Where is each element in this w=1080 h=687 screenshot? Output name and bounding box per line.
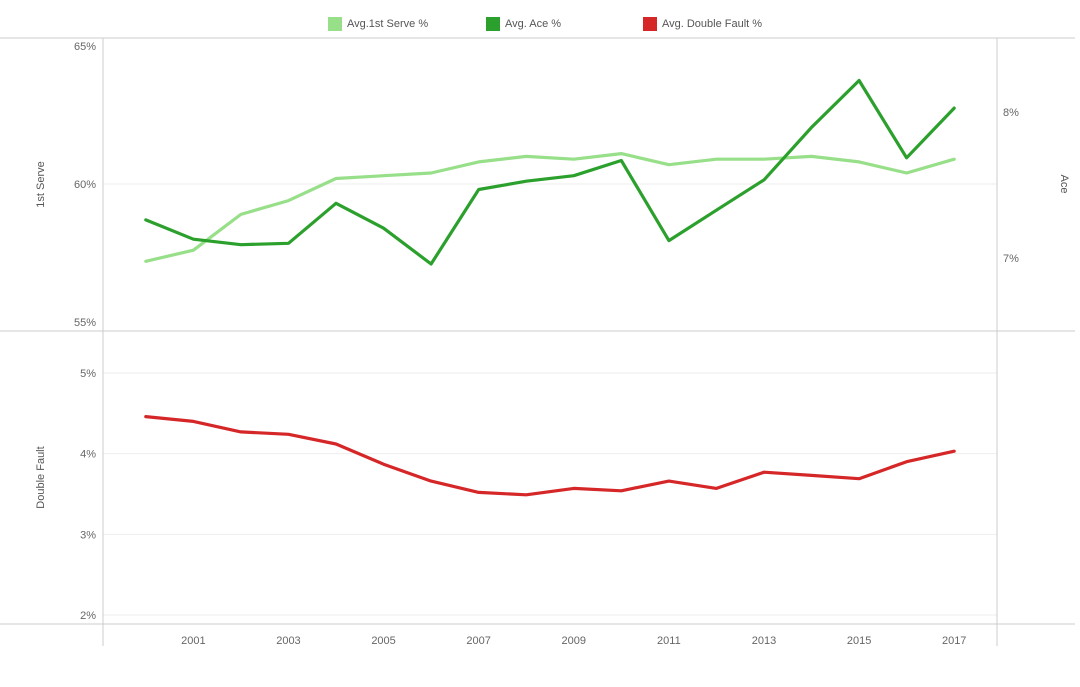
y-axis-title: 1st Serve (35, 161, 47, 207)
y-tick-label: 5% (80, 368, 96, 380)
y-tick-label: 3% (80, 529, 96, 541)
legend-label-ace: Avg. Ace % (505, 18, 562, 30)
legend-label-1st-serve: Avg.1st Serve % (347, 18, 429, 30)
legend-swatch-ace (486, 17, 500, 31)
legend-item-double-fault[interactable]: Avg. Double Fault % (643, 17, 762, 31)
right-tick-label: 7% (1003, 253, 1019, 265)
right-tick-label: 8% (1003, 107, 1019, 119)
legend-label-double-fault: Avg. Double Fault % (662, 18, 763, 30)
right-axis-title: Ace (1058, 175, 1070, 194)
x-tick-label: 2003 (276, 635, 300, 647)
legend-swatch-1st-serve (328, 17, 342, 31)
x-tick-label: 2001 (181, 635, 205, 647)
y-tick-label: 2% (80, 610, 96, 622)
series-line-avg-double-fault (144, 415, 956, 497)
y-tick-label: 55% (74, 317, 96, 329)
x-tick-label: 2007 (466, 635, 490, 647)
legend-swatch-double-fault (643, 17, 657, 31)
y-tick-label: 4% (80, 449, 96, 461)
x-tick-label: 2011 (657, 635, 681, 647)
x-tick-label: 2005 (371, 635, 395, 647)
x-tick-label: 2017 (942, 635, 966, 647)
x-tick-label: 2013 (752, 635, 776, 647)
x-tick-label: 2015 (847, 635, 871, 647)
legend-item-1st-serve[interactable]: Avg.1st Serve % (328, 17, 428, 31)
legend-item-ace[interactable]: Avg. Ace % (486, 17, 561, 31)
y-tick-label: 65% (74, 41, 96, 53)
y-tick-label: 60% (74, 179, 96, 191)
series-line-avg-ace (144, 78, 956, 266)
y-axis-title: Double Fault (35, 446, 47, 508)
x-tick-label: 2009 (562, 635, 586, 647)
series-line-avg-1st-serve (144, 152, 956, 263)
legend: Avg.1st Serve % Avg. Ace % Avg. Double F… (0, 17, 1080, 35)
